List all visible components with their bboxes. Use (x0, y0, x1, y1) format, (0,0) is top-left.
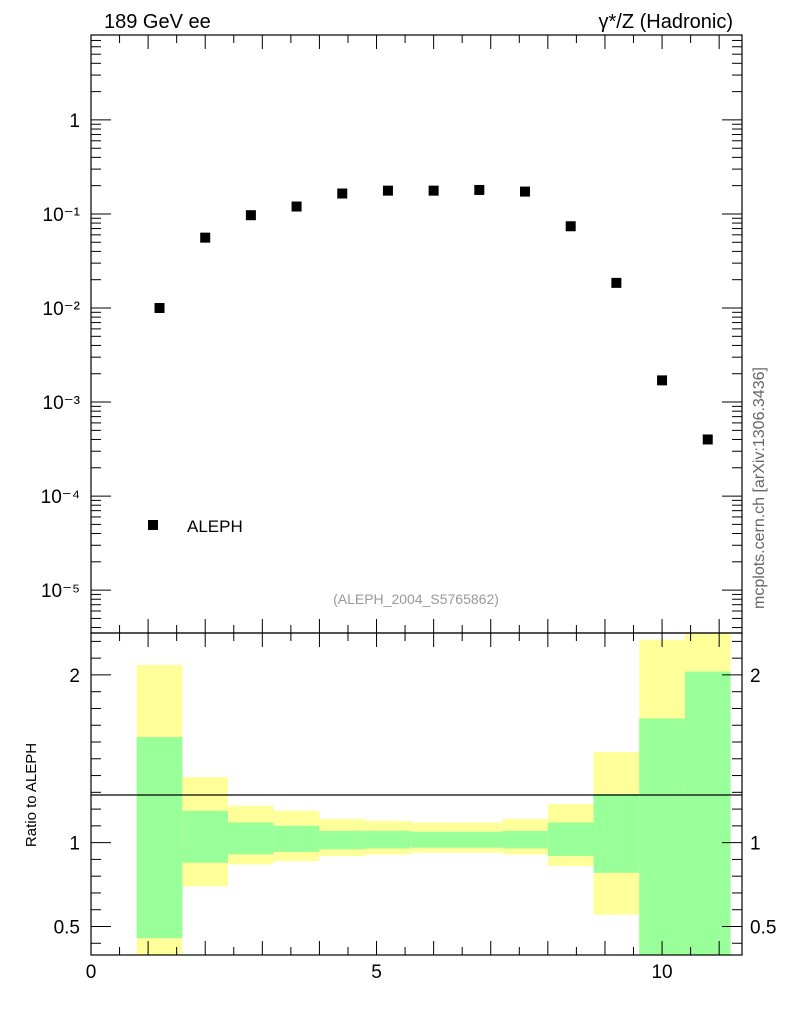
x-tick-label: 0 (86, 962, 97, 983)
y-tick-label: 10⁻¹ (43, 205, 81, 226)
legend-marker (148, 520, 158, 530)
y-tick-label: 10⁻³ (43, 393, 81, 414)
ratio-inner-band-bin (593, 794, 640, 873)
data-point (657, 375, 668, 386)
ratio-y-tick-label-right: 2 (750, 666, 761, 687)
data-point (611, 277, 622, 288)
data-point (245, 210, 256, 221)
data-point (154, 303, 165, 314)
ratio-inner-band-bin (136, 736, 183, 939)
data-point (428, 185, 439, 196)
ratio-axis-label: Ratio to ALEPH (23, 743, 40, 847)
analysis-label: (ALEPH_2004_S5765862) (333, 591, 499, 607)
x-tick-label: 10 (651, 962, 672, 983)
ratio-y-tick-label-right: 0.5 (750, 917, 776, 938)
energy-label: 189 GeV ee (104, 11, 211, 33)
source-label: mcplots.cern.ch [arXiv:1306.3436] (751, 367, 768, 609)
ratio-inner-band-bin (182, 810, 229, 863)
data-point (200, 232, 211, 243)
ratio-inner-band-bin (547, 822, 594, 857)
ratio-inner-band-bin (410, 831, 457, 848)
ratio-y-tick-label-left: 2 (69, 666, 80, 687)
data-point (565, 221, 576, 232)
ratio-panel-ticks: 0 5 10 0.5 0.5 1 1 2 2 (54, 633, 776, 983)
data-point (291, 201, 302, 212)
y-tick-label: 1 (69, 111, 80, 132)
ratio-y-tick-label-left: 0.5 (54, 917, 80, 938)
data-point (382, 185, 393, 196)
ratio-inner-band-bin (684, 671, 731, 955)
process-label: γ*/Z (Hadronic) (599, 11, 733, 33)
ratio-inner-band-bin (365, 830, 411, 849)
y-tick-label: 10⁻⁴ (41, 487, 80, 508)
main-panel-frame (90, 34, 743, 634)
ratio-inner-band-bin (639, 718, 685, 955)
main-panel-ticks: 10⁻⁵ 10⁻⁴ 10⁻³ 10⁻² 10⁻¹ 1 (41, 34, 742, 633)
y-tick-label: 10⁻² (43, 299, 81, 320)
aleph-data-points (154, 184, 713, 445)
ratio-y-tick-label-left: 1 (69, 834, 80, 855)
data-point (702, 434, 713, 445)
data-point (520, 186, 530, 197)
y-tick-label: 10⁻⁵ (41, 581, 80, 602)
ratio-inner-band-bin (228, 822, 274, 855)
ratio-inner-band-bin (456, 831, 503, 848)
data-point (474, 184, 485, 195)
ratio-bands (136, 633, 731, 955)
ratio-y-tick-label-right: 1 (750, 834, 761, 855)
ratio-inner-band-bin (273, 825, 320, 852)
ratio-inner-band-bin (502, 830, 548, 849)
x-tick-label: 5 (371, 962, 382, 983)
data-point (337, 188, 348, 199)
ratio-inner-band-bin (319, 830, 366, 850)
ratio-panel-frame (90, 632, 743, 956)
legend-label: ALEPH (187, 517, 243, 536)
